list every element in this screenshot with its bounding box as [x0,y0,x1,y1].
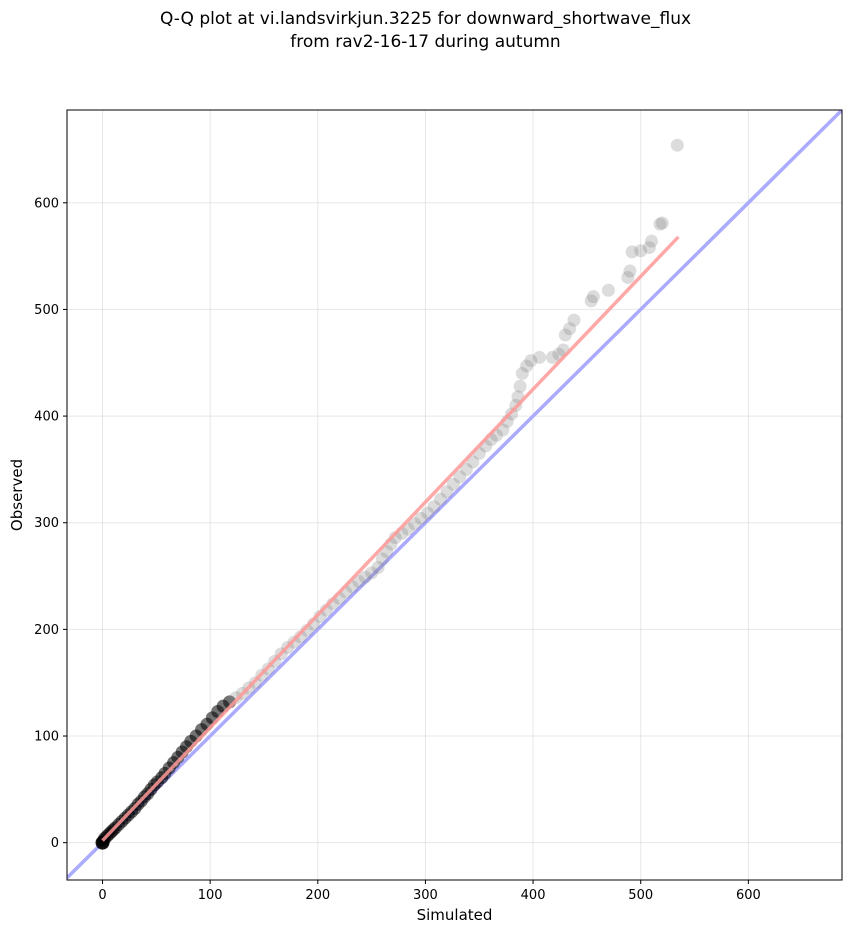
qq-point [440,485,454,499]
qq-point [414,511,428,525]
y-axis-label: Observed [8,459,26,531]
qq-point [520,359,534,373]
qq-point [524,354,538,368]
qq-point [358,570,372,584]
qq-point [625,245,639,259]
y-tick-label: 0 [51,836,59,851]
qq-point [584,294,598,308]
qq-point [563,322,577,336]
y-tick-label: 100 [34,730,59,745]
qq-point [513,379,527,393]
qq-point [601,283,615,297]
qq-point [634,244,648,258]
y-tick-label: 600 [34,196,59,211]
qq-point [515,366,529,380]
qq-point [434,492,448,506]
qq-point [352,574,366,588]
qq-point [545,350,559,364]
qq-point [586,290,600,304]
x-tick-label: 600 [736,888,761,903]
chart-subtitle: from rav2-16-17 during autumn [290,32,561,52]
qq-point [427,500,441,514]
qq-point [655,216,669,230]
y-tick-label: 200 [34,623,59,638]
qq-point [466,455,480,469]
plot-frame [66,109,843,881]
x-tick-label: 200 [305,888,330,903]
x-tick-label: 100 [198,888,223,903]
qq-point [371,561,385,575]
qq-point [642,241,656,255]
axis-ticks: 0 100 200 300 400 500 600 0 100 200 300 400 500 600 [34,196,761,903]
qq-point [533,350,547,364]
qq-point [621,270,635,284]
qq-point [421,506,435,520]
qq-point [375,552,389,566]
qq-point [567,313,581,327]
identity-line [67,110,842,880]
x-axis-label: Simulated [417,906,493,924]
grid [67,110,842,880]
qq-point [644,234,658,248]
chart-title: Q-Q plot at vi.landsvirkjun.3225 for dow… [159,9,692,29]
qq-point [446,477,460,491]
qq-point [313,610,327,624]
qq-point [388,531,402,545]
qq-point [453,470,467,484]
qq-point [558,328,572,342]
x-tick-label: 0 [98,888,106,903]
qq-point [294,630,308,644]
fit-line [101,235,680,842]
y-tick-label: 500 [34,303,59,318]
qq-point [459,462,473,476]
plot-area [67,110,842,880]
qq-point [229,691,243,705]
qq-point [623,264,637,278]
x-tick-label: 500 [628,888,653,903]
y-tick-label: 300 [34,516,59,531]
y-tick-label: 400 [34,410,59,425]
x-tick-label: 400 [521,888,546,903]
qq-point [670,138,684,152]
qq-point [365,566,379,580]
qq-point [653,217,667,231]
x-tick-label: 300 [413,888,438,903]
qq-point [408,517,422,531]
